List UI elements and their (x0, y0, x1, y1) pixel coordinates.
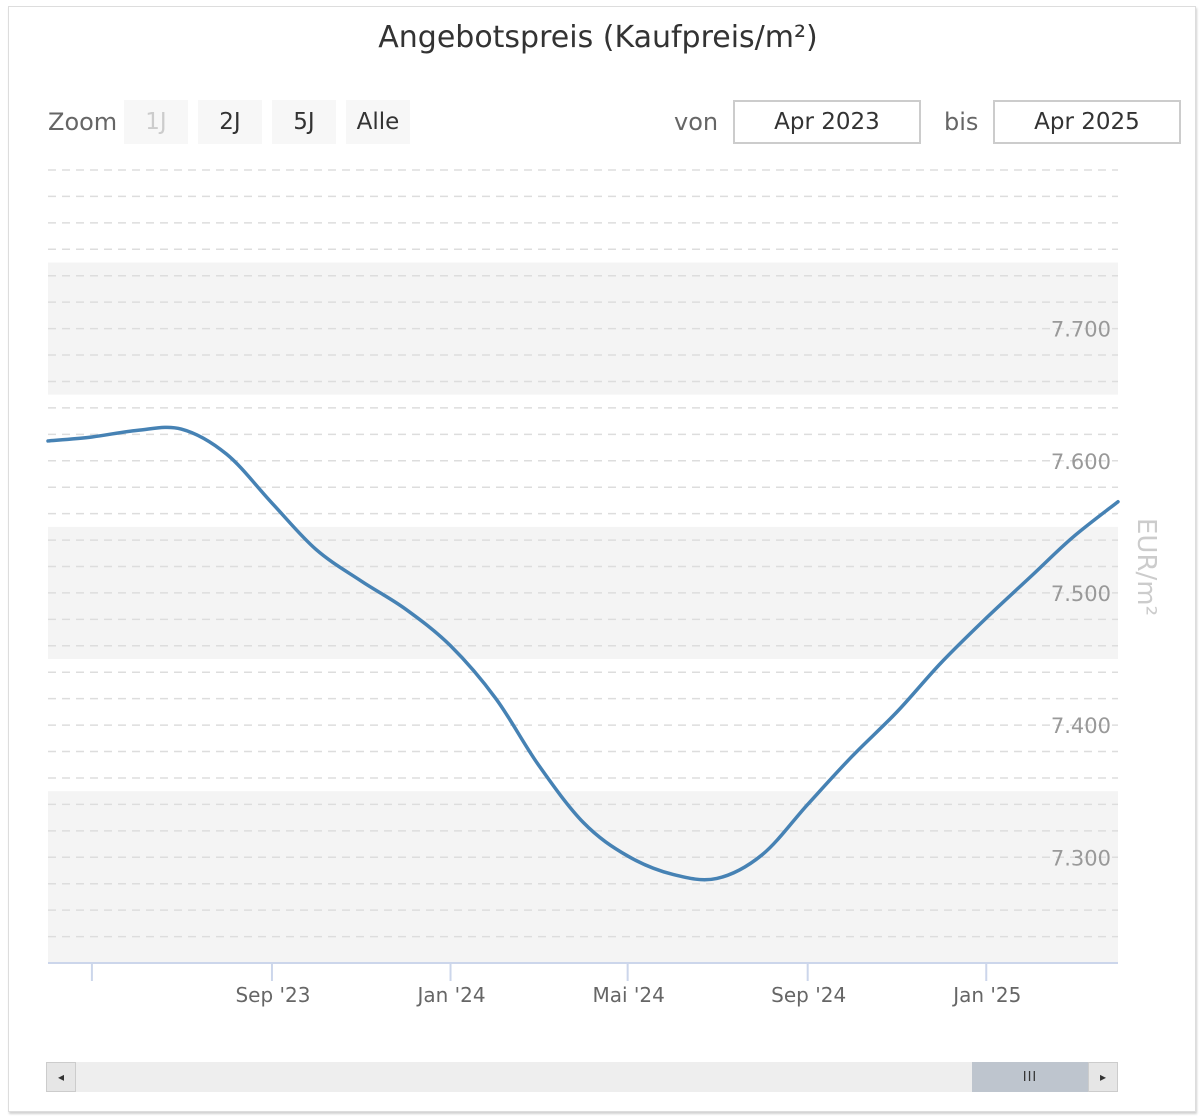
x-tick-label: Sep '23 (235, 983, 310, 1007)
x-tick-label: Jan '25 (951, 983, 1021, 1007)
y-tick-label: 7.700 (1051, 318, 1111, 342)
scroll-right-button[interactable]: ▸ (1088, 1062, 1118, 1092)
y-axis-labels: 7.300 7.400 7.500 7.600 7.700 (1051, 318, 1111, 871)
arrow-right-icon: ▸ (1100, 1070, 1106, 1084)
y-tick-label: 7.600 (1051, 450, 1111, 474)
scroll-left-button[interactable]: ◂ (46, 1062, 76, 1092)
y-tick-label: 7.300 (1051, 846, 1111, 870)
navigator-scrollbar[interactable]: ◂ III ▸ (46, 1062, 1118, 1092)
arrow-left-icon: ◂ (58, 1070, 64, 1084)
y-tick-label: 7.400 (1051, 714, 1111, 738)
line-chart: 7.300 7.400 7.500 7.600 7.700 Sep '23 Jan '24… (0, 0, 1200, 1060)
grip-icon: III (1023, 1070, 1038, 1085)
x-tick-label: Mai '24 (592, 983, 664, 1007)
y-axis-title: EUR/m² (1131, 518, 1161, 616)
y-tick-label: 7.500 (1051, 582, 1111, 606)
x-axis: Sep '23 Jan '24 Mai '24 Sep '24 Jan '25 (48, 963, 1118, 1007)
x-tick-label: Sep '24 (771, 983, 846, 1007)
scrollbar-thumb[interactable]: III (972, 1062, 1088, 1092)
x-tick-label: Jan '24 (415, 983, 485, 1007)
